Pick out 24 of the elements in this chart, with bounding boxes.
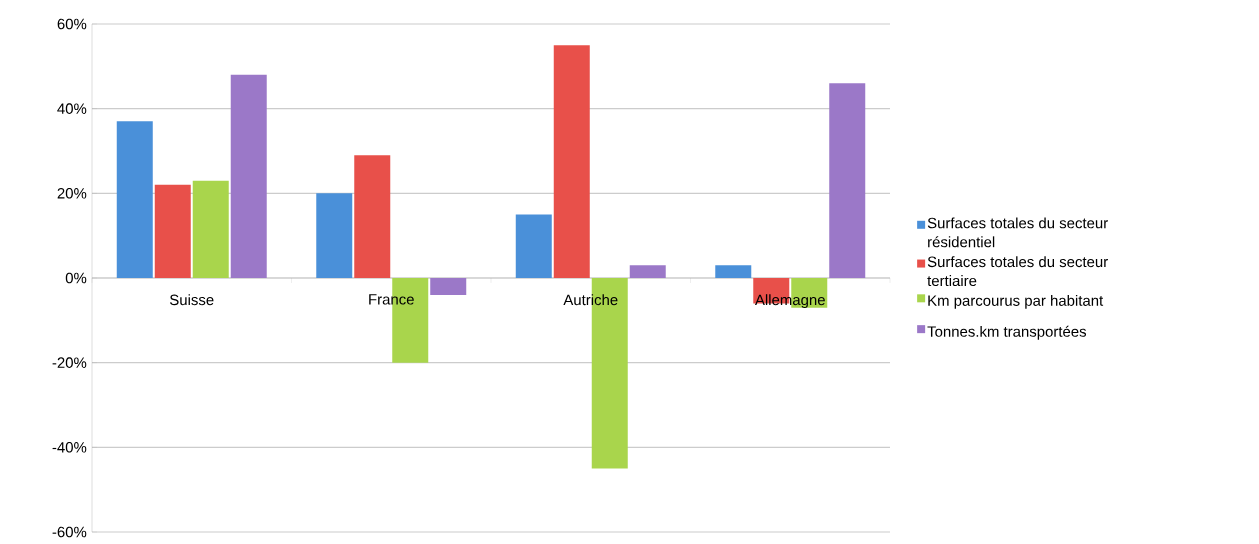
legend-label: Tonnes.km transportées (927, 325, 1087, 340)
bar (715, 265, 752, 278)
bar (230, 74, 267, 278)
bar (316, 193, 353, 278)
legend-label: Surfaces totales du secteur tertiaire (927, 256, 1108, 287)
bar (553, 45, 590, 278)
bar (154, 184, 191, 278)
x-tick-label: Suisse (170, 294, 214, 306)
bar (829, 83, 866, 278)
y-tick-label: -20% (52, 357, 87, 368)
bar (116, 121, 153, 278)
y-tick-label: -40% (52, 442, 87, 453)
y-tick-label: 60% (57, 18, 87, 30)
bar (192, 180, 229, 278)
y-tick-label: 20% (57, 188, 87, 199)
bar (515, 214, 552, 278)
bar (629, 265, 666, 278)
legend-label: Surfaces totales du secteur résidentiel (927, 217, 1108, 248)
bar (354, 155, 391, 278)
y-tick-label: 40% (57, 103, 87, 114)
legend-label: Km parcourus par habitant (928, 294, 1104, 309)
y-tick-label: 0% (65, 272, 87, 284)
bar (430, 277, 467, 295)
y-tick-label: -60% (52, 526, 87, 538)
